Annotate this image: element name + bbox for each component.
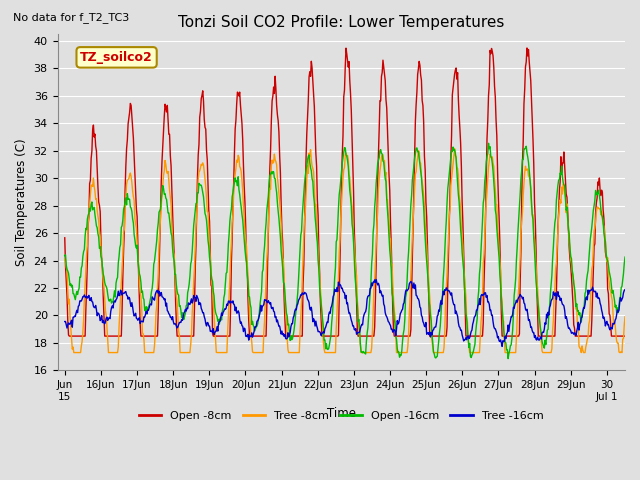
Text: No data for f_T2_TC3: No data for f_T2_TC3	[13, 12, 129, 23]
Y-axis label: Soil Temperatures (C): Soil Temperatures (C)	[15, 138, 28, 266]
Text: TZ_soilco2: TZ_soilco2	[80, 51, 153, 64]
Legend: Open -8cm, Tree -8cm, Open -16cm, Tree -16cm: Open -8cm, Tree -8cm, Open -16cm, Tree -…	[135, 407, 548, 425]
X-axis label: Time: Time	[327, 408, 356, 420]
Title: Tonzi Soil CO2 Profile: Lower Temperatures: Tonzi Soil CO2 Profile: Lower Temperatur…	[178, 15, 504, 30]
